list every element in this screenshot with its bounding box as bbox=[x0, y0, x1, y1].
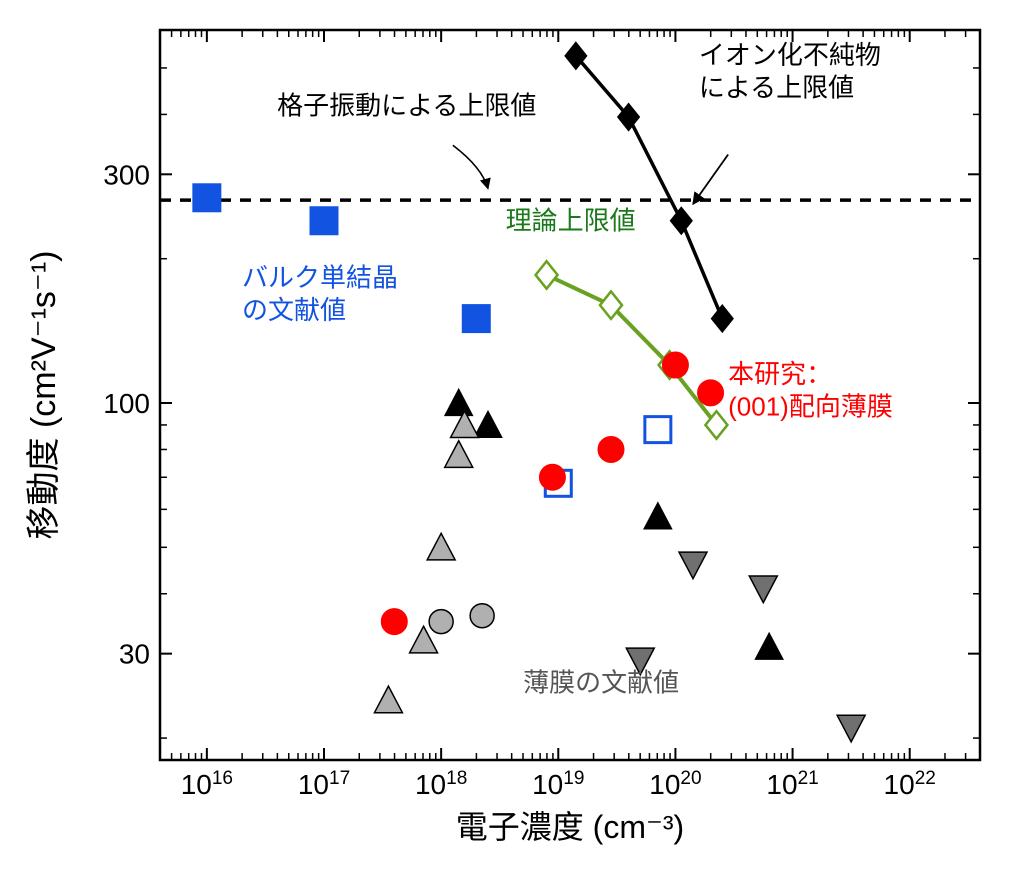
svg-text:1022: 1022 bbox=[884, 768, 936, 800]
svg-text:1020: 1020 bbox=[649, 768, 701, 800]
svg-text:1017: 1017 bbox=[298, 768, 350, 800]
annot-lattice: 格子振動による上限値 bbox=[277, 90, 536, 120]
svg-text:1016: 1016 bbox=[181, 768, 233, 800]
chart-svg: 1016 1017 1018 1019 1020 1021 1022 電子濃度 (cm⁻³) 3… bbox=[0, 0, 1012, 870]
svg-text:1019: 1019 bbox=[532, 768, 584, 800]
x-axis-label: 電子濃度 (cm⁻³) bbox=[456, 809, 684, 845]
y-axis-label: 移動度 (cm²V⁻¹s⁻¹) bbox=[25, 251, 63, 540]
svg-text:300: 300 bbox=[103, 159, 150, 190]
svg-text:30: 30 bbox=[119, 639, 150, 670]
svg-text:1018: 1018 bbox=[415, 768, 467, 800]
chart-root: 1016 1017 1018 1019 1020 1021 1022 電子濃度 (cm⁻³) 3… bbox=[0, 0, 1012, 870]
svg-text:100: 100 bbox=[103, 388, 150, 419]
annot-thin-film: 薄膜の文献値 bbox=[523, 668, 679, 698]
svg-text:1021: 1021 bbox=[766, 768, 818, 800]
annot-theory: 理論上限値 bbox=[506, 206, 636, 236]
